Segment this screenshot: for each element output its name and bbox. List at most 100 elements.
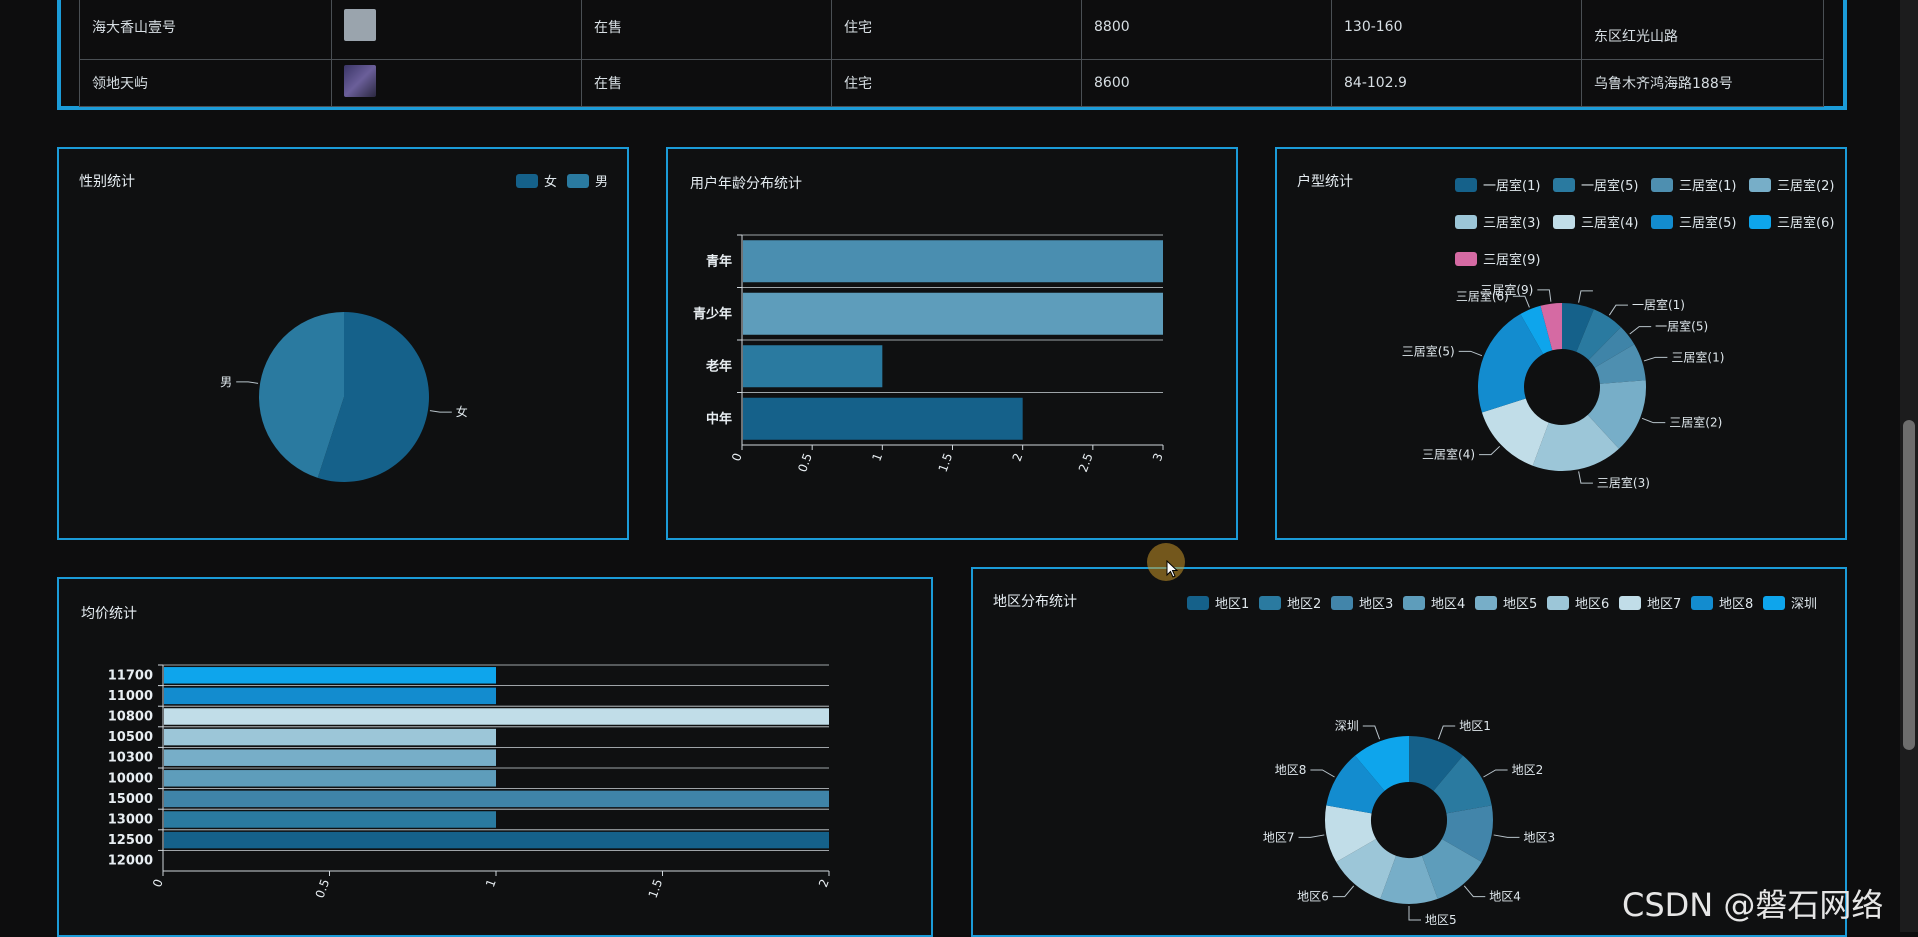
legend-label: 地区5 bbox=[1503, 597, 1538, 612]
slice-label: 三居室(9) bbox=[1480, 282, 1533, 297]
legend-label: 地区4 bbox=[1431, 597, 1466, 612]
legend-swatch bbox=[1691, 596, 1713, 610]
pie-slice bbox=[1481, 398, 1549, 466]
label-line bbox=[1362, 725, 1381, 740]
panel-title: 用户年龄分布统计 bbox=[690, 176, 802, 192]
legend-item[interactable]: 三居室(6) bbox=[1749, 212, 1834, 231]
pie-slice bbox=[1562, 303, 1594, 352]
x-tick-label: 0.5 bbox=[313, 877, 333, 900]
legend-item[interactable]: 深圳 bbox=[1763, 593, 1817, 612]
y-tick-label: 12500 bbox=[108, 833, 153, 848]
age-panel: 用户年龄分布统计 青年 青少年 老年 中年 0 0.5 1 1.5 2 2.5 3 bbox=[666, 147, 1238, 540]
x-tick-label: 0 bbox=[729, 451, 745, 463]
legend-item[interactable]: 三居室(9) bbox=[1455, 249, 1540, 268]
bar bbox=[743, 397, 1023, 440]
legend-label: 三居室(4) bbox=[1581, 216, 1639, 231]
legend-item[interactable]: 地区6 bbox=[1547, 593, 1609, 612]
cell-name: 领地天屿 bbox=[79, 59, 332, 107]
legend-item[interactable]: 三居室(4) bbox=[1553, 212, 1638, 231]
pie-slice bbox=[1588, 327, 1635, 368]
y-tick-label: 12000 bbox=[108, 854, 153, 869]
gender-pie-chart: 女男 bbox=[220, 312, 468, 482]
cell-type: 住宅 bbox=[831, 59, 1082, 107]
label-line bbox=[1310, 769, 1335, 778]
scrollbar-thumb[interactable] bbox=[1903, 420, 1915, 750]
pie-slice bbox=[1520, 305, 1553, 354]
legend-label: 三居室(2) bbox=[1777, 179, 1835, 194]
label-line bbox=[429, 410, 452, 413]
legend-item[interactable]: 地区2 bbox=[1259, 593, 1321, 612]
x-tick-label: 2 bbox=[1010, 451, 1026, 463]
rooms-donut-chart: 一居室(1) 一居室(5) 三居室(1) 三居室(2) 三居室(3) 三居室(4) 三居室(… bbox=[1402, 282, 1725, 490]
legend-label: 深圳 bbox=[1791, 597, 1818, 612]
slice-label: 男 bbox=[220, 375, 232, 389]
legend-label: 地区2 bbox=[1287, 597, 1322, 612]
y-tick-label: 11000 bbox=[108, 689, 153, 704]
pie-slice bbox=[258, 312, 344, 478]
legend-swatch bbox=[1187, 596, 1209, 610]
rooms-legend: 一居室(1) 一居室(5) 三居室(1) 三居室(2) 三居室(3) 三居室(4) 三居室(… bbox=[1455, 175, 1845, 285]
bar bbox=[743, 345, 883, 388]
legend-swatch bbox=[1455, 215, 1477, 229]
page-scrollbar[interactable] bbox=[1900, 0, 1918, 932]
legend-item[interactable]: 三居室(1) bbox=[1651, 175, 1736, 194]
legend-swatch bbox=[567, 174, 589, 188]
legend-item[interactable]: 地区4 bbox=[1403, 593, 1465, 612]
cell-thumb bbox=[331, 0, 582, 60]
label-line bbox=[1512, 295, 1530, 308]
legend-label: 地区8 bbox=[1719, 597, 1754, 612]
table-row[interactable]: 海大香山壹号 在售 住宅 8800 130-160 东区红光山路 bbox=[79, 0, 1824, 60]
legend-item[interactable]: 一居室(1) bbox=[1455, 175, 1540, 194]
legend-item[interactable]: 地区8 bbox=[1691, 593, 1753, 612]
panel-title: 性别统计 bbox=[79, 174, 135, 190]
property-table: 海大香山壹号 在售 住宅 8800 130-160 东区红光山路 领地天屿 在售… bbox=[79, 0, 1824, 107]
label-line bbox=[1608, 304, 1628, 316]
legend-swatch bbox=[1455, 178, 1477, 192]
legend-item[interactable]: 三居室(3) bbox=[1455, 212, 1540, 231]
slice-label: 地区3 bbox=[1523, 830, 1555, 844]
pie-slice bbox=[1421, 839, 1482, 899]
legend-item[interactable]: 地区1 bbox=[1187, 593, 1249, 612]
slice-label: 地区4 bbox=[1489, 890, 1521, 904]
avgprice-bar-chart: 11700 11000 10800 10500 10300 10000 15000 13000… bbox=[108, 664, 832, 900]
label-line bbox=[1332, 885, 1355, 898]
table-row[interactable]: 领地天屿 在售 住宅 8600 84-102.9 乌鲁木齐鸿海路188号 bbox=[79, 59, 1824, 107]
y-tick-label: 13000 bbox=[108, 813, 153, 828]
slice-label: 深圳 bbox=[1335, 719, 1359, 733]
cell-price: 8600 bbox=[1081, 59, 1332, 107]
cell-type: 住宅 bbox=[831, 0, 1082, 60]
y-tick-label: 老年 bbox=[705, 358, 732, 374]
legend-label: 三居室(9) bbox=[1483, 253, 1541, 268]
legend-item[interactable]: 三居室(2) bbox=[1749, 175, 1834, 194]
legend-label: 三居室(3) bbox=[1483, 216, 1541, 231]
legend-swatch bbox=[1331, 596, 1353, 610]
legend-item-male[interactable]: 男 bbox=[567, 171, 608, 190]
legend-swatch bbox=[1763, 596, 1785, 610]
pie-slice bbox=[1326, 755, 1385, 814]
x-tick-label: 0 bbox=[150, 877, 166, 889]
cell-status: 在售 bbox=[581, 59, 832, 107]
legend-item[interactable]: 三居室(5) bbox=[1651, 212, 1736, 231]
legend-item[interactable]: 地区5 bbox=[1475, 593, 1537, 612]
legend-label: 一居室(1) bbox=[1483, 179, 1541, 194]
legend-label: 三居室(1) bbox=[1679, 179, 1737, 194]
pie-slice bbox=[1409, 736, 1463, 791]
cell-address: 东区红光山路 bbox=[1581, 0, 1824, 60]
pie-slice bbox=[1325, 805, 1377, 862]
legend-item[interactable]: 一居室(5) bbox=[1553, 175, 1638, 194]
cell-address: 乌鲁木齐鸿海路188号 bbox=[1581, 59, 1824, 107]
legend-item[interactable]: 地区3 bbox=[1331, 593, 1393, 612]
legend-swatch bbox=[1475, 596, 1497, 610]
x-tick-label: 3 bbox=[1150, 451, 1166, 463]
legend-item-female[interactable]: 女 bbox=[516, 171, 557, 190]
pie-slice bbox=[1587, 380, 1646, 449]
pie-slice bbox=[1433, 755, 1492, 814]
legend-label: 三居室(6) bbox=[1777, 216, 1835, 231]
bar bbox=[164, 708, 829, 725]
legend-item[interactable]: 地区7 bbox=[1619, 593, 1681, 612]
gender-panel: 性别统计 女 男 女男 bbox=[57, 147, 629, 540]
bar bbox=[164, 790, 829, 808]
legend-swatch bbox=[1553, 178, 1575, 192]
legend-label: 三居室(5) bbox=[1679, 216, 1737, 231]
legend-swatch bbox=[1749, 178, 1771, 192]
